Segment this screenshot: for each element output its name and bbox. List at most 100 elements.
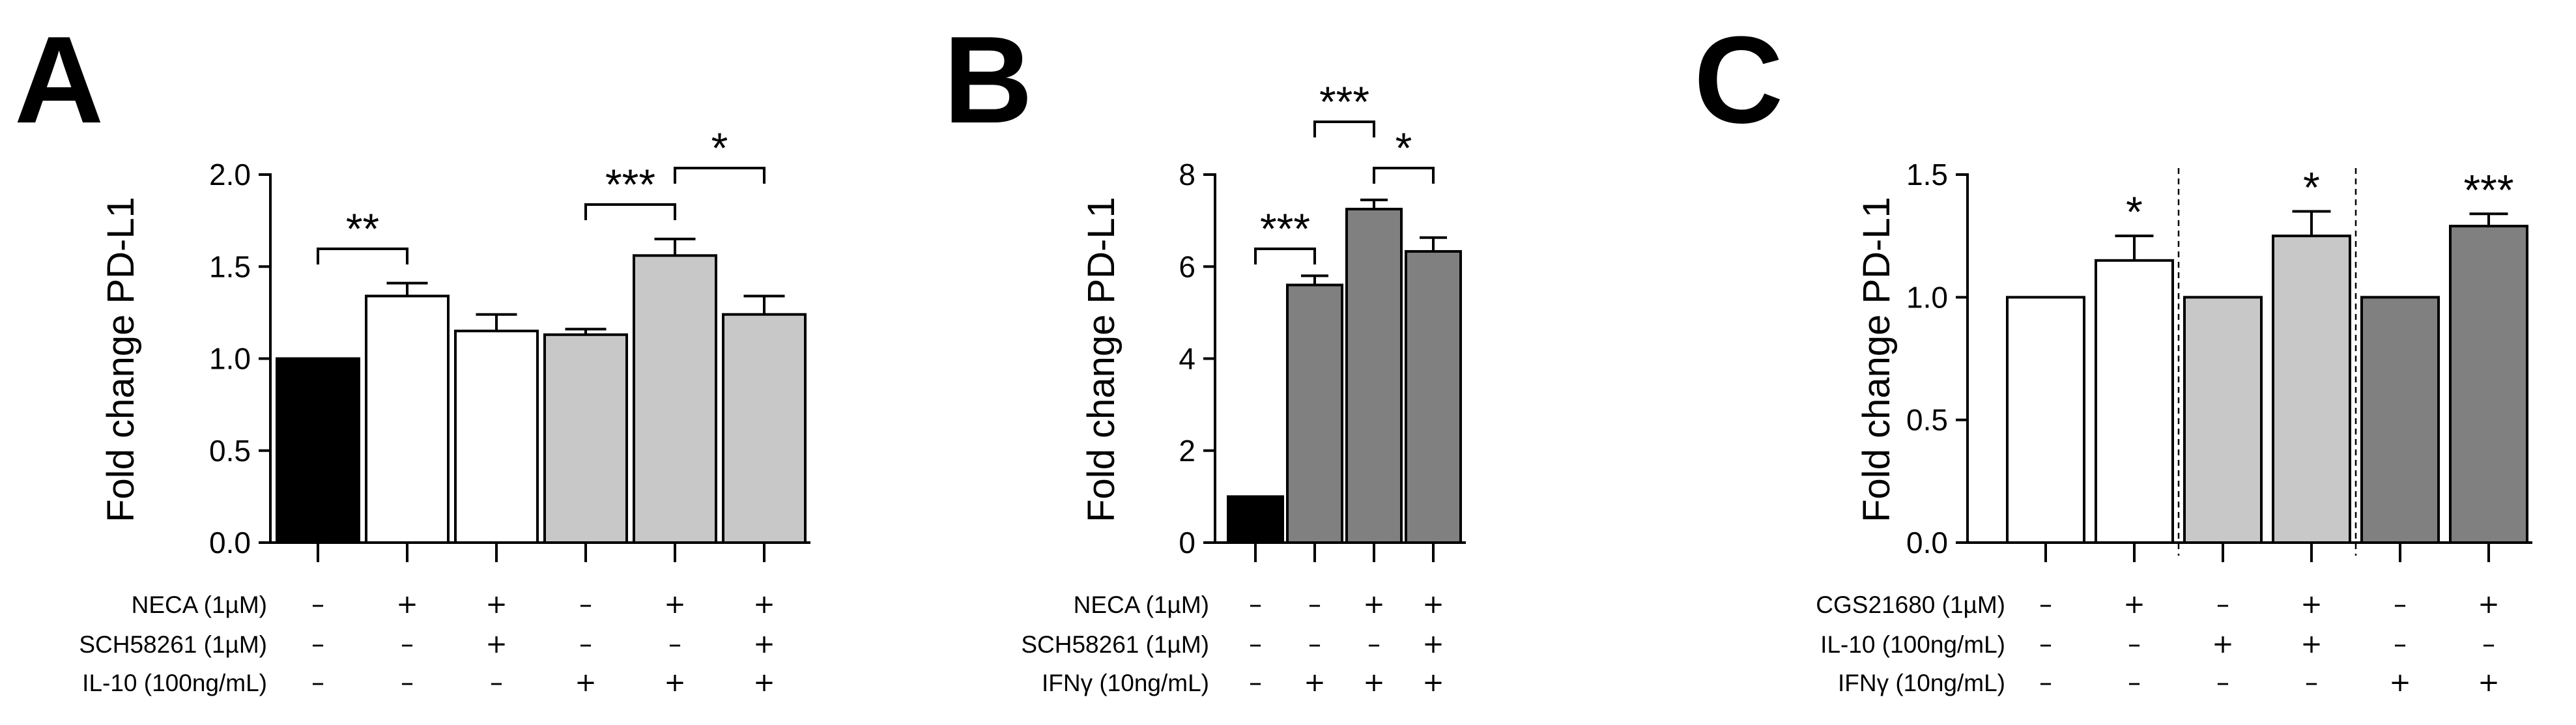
panel-a-significance-bracket [584, 203, 676, 220]
panel-a-condition-sign: – [579, 590, 592, 619]
panel-b-condition-sign: – [1249, 590, 1262, 619]
panel-a-bar [276, 357, 360, 544]
panel-letter-a: A [14, 11, 104, 149]
panel-a-y-tick-label: 2.0 [209, 158, 251, 192]
panel-b-condition-sign: – [1367, 629, 1381, 659]
panel-c-condition-sign: – [2305, 668, 2318, 698]
panel-c-chart: Fold change PD-L1 0.0 0.5 1.0 1.5 CGS21680 (… [1816, 158, 2532, 698]
panel-b-condition-sign: – [1249, 668, 1262, 698]
panel-b-significance-bracket [1373, 167, 1435, 184]
panel-c-y-axis-label: Fold change PD-L1 [1855, 197, 1898, 522]
panel-b-condition-sign: – [1249, 629, 1262, 659]
panel-a-condition-sign: + [485, 590, 508, 619]
panel-a-bar [454, 330, 539, 544]
panel-c-bar [2360, 296, 2440, 544]
panel-c-significance-label: * [2303, 163, 2320, 212]
panel-b-condition-label: NECA (1µM) [1074, 591, 1209, 618]
panel-a-condition-label: IL-10 (100ng/mL) [82, 670, 267, 696]
panel-c-y-tick-label: 1.0 [1906, 280, 1948, 314]
panel-b-significance-label: *** [1319, 78, 1369, 126]
panel-a-y-tick-label: 1.0 [209, 342, 251, 376]
panel-letter-b: B [943, 11, 1033, 149]
panel-c-y-tick-label: 1.5 [1906, 158, 1948, 192]
panel-a-condition-sign: – [490, 668, 503, 698]
panel-letter-c: C [1694, 11, 1783, 149]
panel-c-condition-label: CGS21680 (1µM) [1816, 591, 2005, 618]
panel-b-y-tick-label: 6 [1179, 249, 1195, 283]
panel-a-condition-sign: – [311, 629, 324, 659]
panel-c-bar [2449, 225, 2528, 544]
panel-b-condition-sign: + [1363, 668, 1385, 698]
panel-a-bar [722, 313, 807, 544]
panel-c-condition-sign: + [2300, 590, 2323, 619]
panel-c-bar [2272, 235, 2351, 544]
panel-a-bar [365, 294, 450, 544]
panel-c-condition-sign: – [2482, 629, 2495, 659]
panel-c-condition-sign: + [2478, 590, 2500, 619]
panel-b-significance-bracket [1254, 248, 1316, 264]
panel-a-condition-sign: – [401, 668, 414, 698]
panel-b-significance-label: *** [1260, 205, 1310, 253]
panel-a-condition-sign: – [311, 668, 324, 698]
panel-a-condition-sign: + [753, 668, 775, 698]
panel-a-bar [543, 333, 628, 545]
panel-c-condition-sign: – [2039, 629, 2052, 659]
panel-b-y-tick-label: 2 [1179, 434, 1195, 468]
panel-c-condition-sign: – [2128, 629, 2141, 659]
panel-b-condition-sign: + [1422, 668, 1444, 698]
panel-a-significance-label: * [711, 124, 728, 172]
panel-c-y-tick-label: 0.5 [1906, 403, 1948, 437]
panel-b-significance-label: * [1395, 124, 1412, 172]
panel-c-condition-sign: + [2300, 629, 2323, 659]
panel-c-condition-sign: – [2128, 668, 2141, 698]
panel-a-condition-sign: + [396, 590, 418, 619]
panel-c-condition-label: IFNγ (10ng/mL) [1838, 670, 2005, 696]
panel-a-condition-sign: – [668, 629, 681, 659]
panel-a-y-axis-label: Fold change PD-L1 [100, 197, 142, 522]
panel-c-bar [2006, 296, 2085, 544]
panel-c-condition-sign: – [2394, 590, 2407, 619]
panel-c-condition-sign: – [2216, 668, 2229, 698]
panel-a-significance-bracket [317, 248, 408, 264]
panel-a-condition-sign: + [753, 629, 775, 659]
panel-c-condition-sign: – [2394, 629, 2407, 659]
panel-b-condition-label: IFNγ (10ng/mL) [1042, 670, 1209, 696]
panel-a-condition-sign: – [311, 590, 324, 619]
panel-a-condition-sign: – [579, 629, 592, 659]
panel-c-bar [2183, 296, 2263, 544]
panel-c-condition-sign: + [2389, 668, 2411, 698]
panel-c-significance-label: * [2126, 188, 2143, 236]
panel-c-condition-sign: + [2123, 590, 2145, 619]
panel-b-condition-label: SCH58261 (1µM) [1021, 631, 1209, 658]
panel-b-bar [1227, 495, 1284, 544]
panel-b-condition-sign: – [1308, 590, 1321, 619]
panel-c-y-tick-label: 0.0 [1906, 526, 1948, 560]
panel-a-condition-label: SCH58261 (1µM) [79, 631, 267, 658]
panel-a-condition-sign: + [664, 668, 686, 698]
panel-b-bar [1405, 249, 1462, 544]
panel-a-condition-sign: + [575, 668, 597, 698]
panel-b-significance-bracket [1313, 121, 1375, 137]
panel-c-condition-sign: + [2212, 629, 2234, 659]
panel-c-condition-sign: – [2039, 668, 2052, 698]
panel-b-condition-sign: + [1422, 590, 1444, 619]
panel-c-condition-sign: – [2039, 590, 2052, 619]
panel-b-condition-sign: + [1422, 629, 1444, 659]
panel-b-y-tick-label: 0 [1179, 526, 1195, 560]
panel-c-condition-sign: + [2478, 668, 2500, 698]
panel-a-bar [633, 254, 717, 544]
panel-a-y-tick-label: 1.5 [209, 249, 251, 283]
panel-b-y-tick-label: 4 [1179, 342, 1195, 376]
panel-a-y-tick-label: 0.0 [209, 526, 251, 560]
panel-a-significance-bracket [674, 167, 766, 184]
panel-b-chart: Fold change PD-L1 0 2 4 6 8 NECA (1µM) – – + + SCH… [1021, 78, 1466, 698]
panel-c-condition-label: IL-10 (100ng/mL) [1820, 631, 2005, 658]
panel-a-condition-sign: – [401, 629, 414, 659]
panel-a-chart: Fold change PD-L1 0.0 0.5 1.0 1.5 2.0 NECA (1… [79, 124, 810, 698]
panel-b-y-axis-label: Fold change PD-L1 [1080, 197, 1123, 522]
panel-a-significance-label: *** [605, 160, 655, 208]
panel-a-condition-sign: + [664, 590, 686, 619]
panel-b-condition-sign: + [1363, 590, 1385, 619]
panel-a-condition-sign: + [485, 629, 508, 659]
